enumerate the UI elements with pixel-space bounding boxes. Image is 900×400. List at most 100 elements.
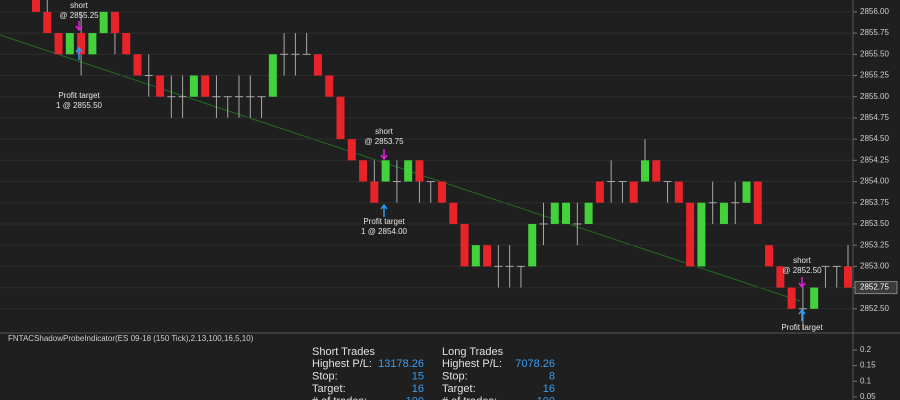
candle-body [652, 160, 661, 182]
candle-body [110, 11, 119, 34]
stats-heading: Short Trades [312, 346, 375, 358]
candle-body [404, 160, 413, 182]
signal-label: @ 2855.25 [59, 11, 99, 20]
candle-body [776, 266, 785, 288]
candle-body [99, 11, 108, 34]
candle-body [32, 0, 40, 12]
y-tick-label: 0.2 [860, 345, 872, 354]
signal-label: @ 2852.50 [782, 266, 822, 275]
candle-body [359, 160, 368, 182]
y-tick-label: 2855.50 [860, 49, 889, 58]
stats-label: Highest P/L: [312, 358, 372, 370]
y-tick-label: 0.05 [860, 392, 876, 400]
trend-line [0, 34, 801, 302]
candle-body [697, 202, 706, 267]
target-arrow [75, 46, 83, 60]
short-arrow [380, 149, 388, 161]
short-arrow [75, 21, 83, 32]
candle-body [336, 96, 345, 140]
y-tick-label: 2854.25 [860, 155, 889, 164]
candle-body [787, 287, 796, 309]
candle-body [629, 181, 638, 203]
candle-body [88, 33, 97, 55]
stats-value: 13178.26 [378, 358, 424, 370]
y-tick-label: 2856.00 [860, 7, 889, 16]
stats-label: # of trades: [312, 395, 367, 400]
y-tick-label: 2855.25 [860, 71, 889, 80]
signal-label: short [70, 1, 89, 10]
y-tick-label: 2853.50 [860, 219, 889, 228]
candle-body [641, 160, 649, 182]
y-tick-label: 2854.75 [860, 113, 889, 122]
candle-body [528, 223, 537, 267]
target-arrow [798, 308, 806, 321]
stats-value: 16 [412, 383, 424, 395]
short-arrow [798, 277, 806, 289]
y-tick-label: 2854.50 [860, 134, 889, 143]
candle-body [325, 75, 334, 97]
signal-label: Profit target [781, 323, 823, 332]
y-tick-label: 0.15 [860, 361, 876, 370]
stats-value: 16 [543, 383, 555, 395]
y-tick-label: 2853.00 [860, 261, 889, 270]
candle-body [415, 160, 424, 182]
candle-body [742, 181, 751, 203]
candle-body [122, 33, 131, 55]
candle-body [54, 33, 63, 55]
signal-label: Profit target [363, 217, 405, 226]
signal-label: Profit target [58, 91, 100, 100]
candle-body [686, 202, 695, 267]
stats-value: 100 [537, 395, 555, 400]
stats-value: 8 [549, 370, 555, 382]
candle-body [438, 181, 446, 203]
target-arrow [380, 203, 388, 217]
y-tick-label: 2855.75 [860, 28, 889, 37]
stats-label: # of trades: [442, 395, 497, 400]
stats-label: Stop: [442, 370, 468, 382]
candle-body [133, 54, 142, 76]
candle-body [189, 75, 198, 97]
stats-value: 15 [412, 370, 424, 382]
candle-body [753, 181, 762, 224]
y-tick-label: 2855.00 [860, 92, 889, 101]
stats-label: Highest P/L: [442, 358, 502, 370]
stats-label: Target: [312, 383, 346, 395]
stats-value: 100 [406, 395, 424, 400]
stats-heading: Long Trades [442, 346, 504, 358]
candle-body [370, 181, 379, 203]
signal-label: @ 2853.75 [364, 137, 404, 146]
signal-label: short [793, 256, 812, 265]
candle-body [562, 202, 571, 224]
candle-body [595, 181, 604, 203]
candle-body [43, 11, 52, 34]
y-tick-label: 2854.00 [860, 177, 889, 186]
last-price-box [854, 281, 898, 295]
candle-body [483, 245, 492, 267]
signal-label: short [375, 127, 394, 136]
candle-body [156, 75, 165, 97]
indicator-title: FNTACShadowProbeIndicator(ES 09-18 (150 … [8, 334, 254, 343]
candle-body [77, 33, 86, 55]
stats-label: Stop: [312, 370, 338, 382]
candle-body [471, 245, 480, 267]
y-tick-label: 2853.25 [860, 240, 889, 249]
y-tick-label: 0.1 [860, 376, 872, 385]
candle-body [844, 266, 852, 288]
y-tick-label: 2852.50 [860, 304, 889, 313]
candle-body [449, 202, 458, 224]
candle-body [765, 245, 774, 267]
signal-label: 1 @ 2854.00 [361, 227, 407, 236]
candle-body [268, 54, 277, 97]
candle-body [201, 75, 210, 97]
last-price-label: 2852.75 [860, 283, 889, 292]
signal-label: 1 @ 2855.50 [56, 101, 102, 110]
y-tick-label: 2853.75 [860, 198, 889, 207]
stats-label: Target: [442, 383, 476, 395]
candle-body [550, 202, 559, 224]
candle-body [584, 202, 593, 224]
candle-body [65, 33, 74, 55]
candle-body [381, 160, 390, 182]
candle-body [313, 54, 322, 76]
stats-value: 7078.26 [515, 358, 555, 370]
